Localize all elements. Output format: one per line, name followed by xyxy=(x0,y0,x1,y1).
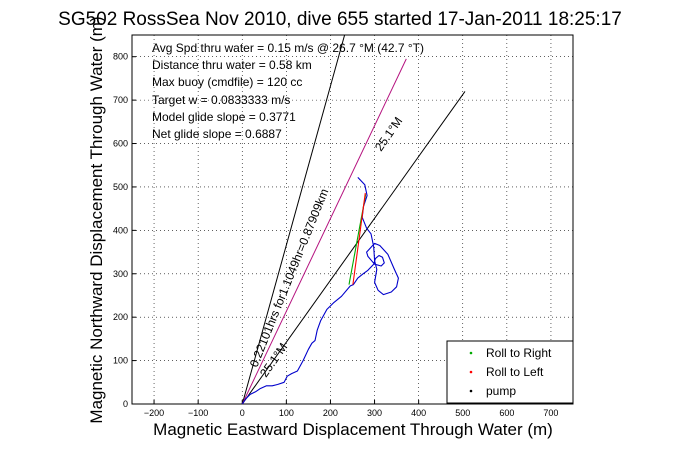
reference-line xyxy=(241,91,466,405)
y-tick-label: 100 xyxy=(113,356,128,366)
annotation-line: Avg Spd thru water = 0.15 m/s @ 26.7 °M … xyxy=(152,41,424,55)
x-tick-label: 200 xyxy=(323,408,338,418)
chart-title: SG502 RossSea Nov 2010, dive 655 started… xyxy=(58,9,622,30)
track-series xyxy=(241,177,399,405)
y-tick-label: 400 xyxy=(113,225,128,235)
y-tick-label: 500 xyxy=(113,182,128,192)
annotation-line: Net glide slope = 0.6887 xyxy=(152,127,282,141)
x-tick-label: 100 xyxy=(279,408,294,418)
x-tick-label: 700 xyxy=(543,408,558,418)
reference-lines xyxy=(241,34,466,405)
x-tick-label: −100 xyxy=(188,408,208,418)
plot-frame xyxy=(131,34,574,405)
x-tick-label: 300 xyxy=(367,408,382,418)
x-tick-label: 400 xyxy=(411,408,426,418)
track-line xyxy=(352,192,366,285)
annotation-line: Max buoy (cmdfile) = 120 cc xyxy=(152,75,302,89)
legend-label-pump: pump xyxy=(486,384,516,398)
legend-marker-pump xyxy=(469,389,473,393)
y-tick-label: 800 xyxy=(113,52,128,62)
x-tick-label: 0 xyxy=(240,408,245,418)
track-line xyxy=(241,177,399,405)
legend-marker-roll-right xyxy=(469,351,473,355)
reference-line xyxy=(241,58,407,405)
y-axis-label: Magnetic Northward Displacement Through … xyxy=(87,16,106,423)
annotation-line: Model glide slope = 0.3771 xyxy=(152,110,296,124)
y-tick-label: 200 xyxy=(113,312,128,322)
y-tick-label: 600 xyxy=(113,139,128,149)
legend-box xyxy=(446,340,574,404)
x-ticks: −200 −100 0 100 200 300 400 500 600 700 xyxy=(144,400,558,418)
legend-marker-roll-left xyxy=(469,370,473,374)
annotations: Avg Spd thru water = 0.15 m/s @ 26.7 °M … xyxy=(152,41,424,141)
y-tick-label: 0 xyxy=(123,399,128,409)
y-tick-label: 700 xyxy=(113,95,128,105)
grid-lines xyxy=(132,35,573,405)
annotation-line: Distance thru water = 0.58 km xyxy=(152,58,312,72)
legend-label-roll-right: Roll to Right xyxy=(486,346,552,360)
reference-line xyxy=(241,34,346,405)
legend-label-roll-left: Roll to Left xyxy=(486,365,544,379)
x-axis-label: Magnetic Eastward Displacement Through W… xyxy=(153,420,553,439)
y-ticks: 0 100 200 300 400 500 600 700 800 xyxy=(113,52,136,409)
x-tick-label: −200 xyxy=(144,408,164,418)
x-tick-label: 600 xyxy=(499,408,514,418)
legend: Roll to Right Roll to Left pump xyxy=(446,340,574,404)
annotation-line: Target w = 0.0833333 m/s xyxy=(152,93,290,107)
steep-line-label: 0.22101hrs for1.1049hr=0.87909km xyxy=(247,187,332,369)
x-tick-label: 500 xyxy=(455,408,470,418)
y-tick-label: 300 xyxy=(113,269,128,279)
